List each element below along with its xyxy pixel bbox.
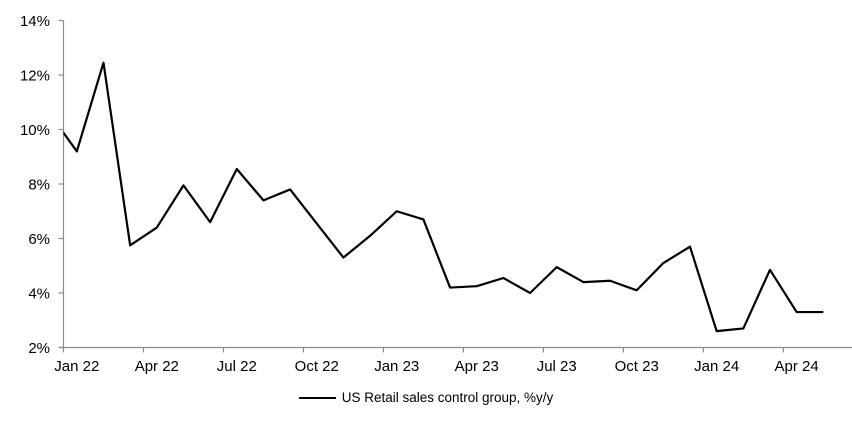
x-axis-tick-label: Jan 22 (54, 358, 99, 375)
x-axis-tick-label: Oct 23 (615, 358, 659, 375)
y-axis-tick-label: 12% (20, 68, 50, 85)
legend-label: US Retail sales control group, %y/y (341, 390, 554, 405)
y-axis-tick-label: 10% (20, 122, 50, 139)
y-axis-tick-label: 2% (28, 340, 50, 357)
x-axis-tick-label: Jan 24 (694, 358, 739, 375)
x-axis-tick-label: Jul 22 (217, 358, 257, 375)
y-axis-tick-label: 4% (28, 286, 50, 303)
x-axis-tick-label: Oct 22 (295, 358, 339, 375)
x-axis-tick-label: Apr 24 (775, 358, 819, 375)
x-axis-tick-label: Jul 23 (537, 358, 577, 375)
x-axis-tick-label: Apr 23 (455, 358, 499, 375)
x-axis-tick-label: Jan 23 (374, 358, 419, 375)
y-axis-tick-label: 14% (20, 13, 50, 30)
y-axis-tick-label: 8% (28, 177, 50, 194)
y-axis-tick-label: 6% (28, 231, 50, 248)
x-axis-tick-label: Apr 22 (135, 358, 179, 375)
legend: US Retail sales control group, %y/y (0, 389, 852, 407)
legend-line-swatch (298, 397, 336, 399)
series-line (63, 61, 824, 333)
